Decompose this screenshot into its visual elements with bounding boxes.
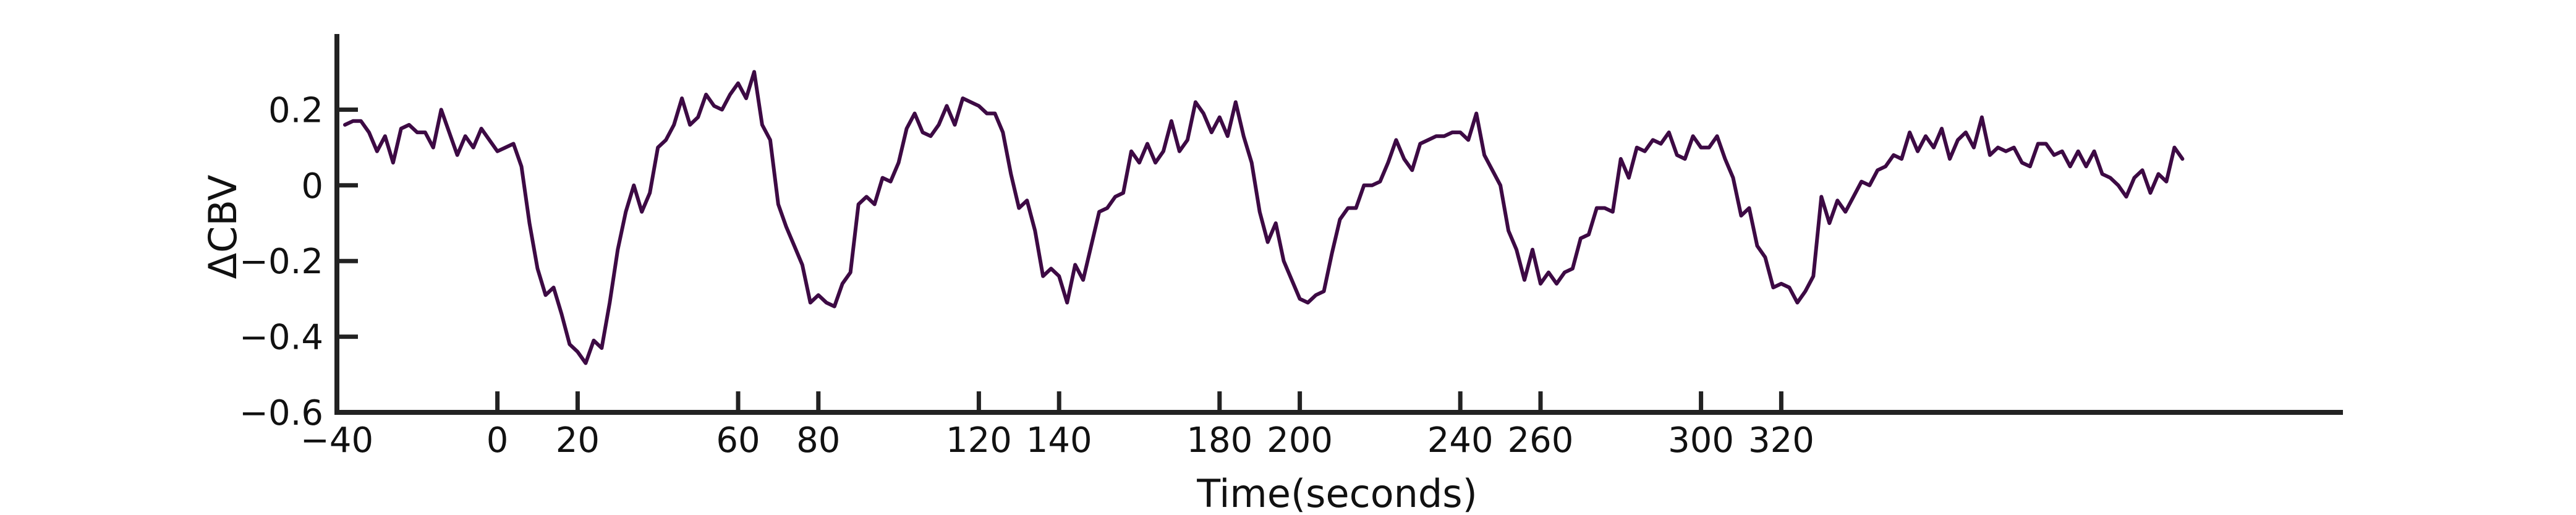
x-tick-label: 0 (487, 420, 509, 461)
x-tick-label: 80 (796, 420, 840, 461)
y-tick-label: −0.6 (239, 393, 323, 433)
x-axis-ticks: −40 0 20 60 80 120 140 180 200 240 260 300 320 (300, 391, 1814, 461)
y-tick-label: 0 (301, 166, 323, 206)
y-tick-label: −0.2 (239, 242, 323, 282)
x-axis-label: Time(seconds) (1196, 471, 1477, 515)
y-tick-label: −0.4 (239, 318, 323, 358)
x-tick-label: 320 (1748, 420, 1814, 461)
x-tick-label: 60 (716, 420, 760, 461)
x-tick-label: 120 (946, 420, 1012, 461)
x-tick-label: −40 (300, 420, 373, 461)
axes (334, 34, 2343, 415)
x-tick-label: 180 (1186, 420, 1252, 461)
x-tick-label: 140 (1026, 420, 1092, 461)
y-axis-label: ΔCBV (200, 175, 245, 279)
y-tick-label: 0.2 (268, 90, 323, 130)
x-tick-label: 300 (1668, 420, 1734, 461)
x-tick-label: 240 (1427, 420, 1494, 461)
x-tick-label: 200 (1267, 420, 1333, 461)
x-tick-label: 20 (556, 420, 600, 461)
x-tick-label: 260 (1508, 420, 1574, 461)
y-axis-ticks: 0.2 0 −0.2 −0.4 −0.6 (239, 90, 358, 433)
series-line (343, 70, 2185, 365)
